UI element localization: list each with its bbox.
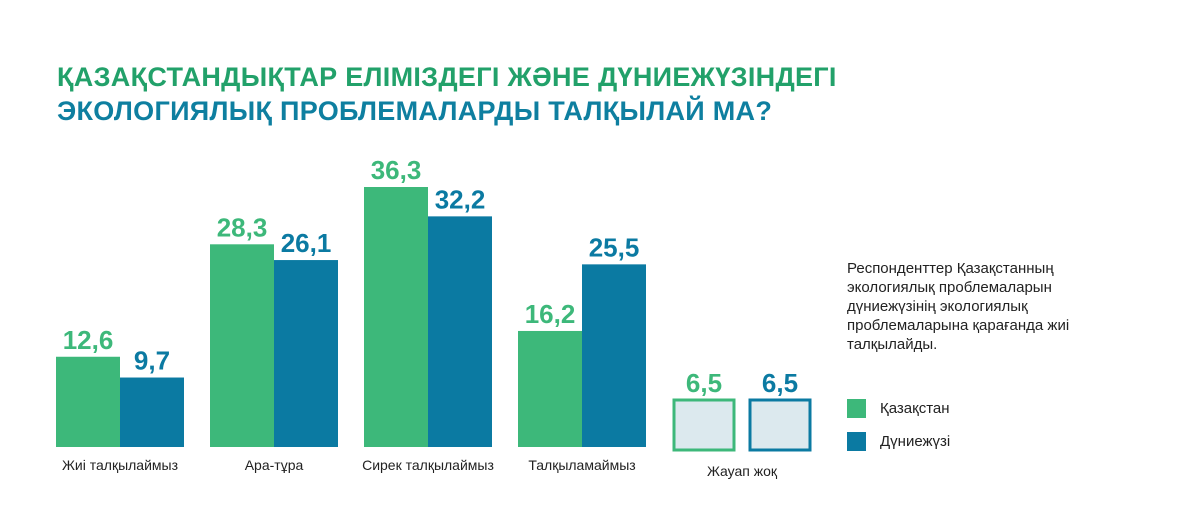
data-label-world-cat-2: 26,1 — [281, 228, 332, 258]
category-label-cat-5: Жауап жоқ — [707, 463, 778, 479]
chart-note: Респонденттер Қазақстанның экологиялық п… — [847, 260, 1070, 353]
bar-kazakhstan-cat-1 — [56, 356, 120, 447]
legend-item-world: Дүниежүзі — [847, 431, 950, 451]
data-label-world-cat-4: 25,5 — [589, 232, 640, 262]
legend-swatch-world — [847, 431, 866, 451]
legend-swatch-kazakhstan — [847, 398, 866, 418]
bar-kazakhstan-cat-2 — [210, 244, 274, 447]
legend-label-kazakhstan: Қазақстан — [880, 399, 950, 417]
data-label-world-cat-5: 6,5 — [762, 368, 798, 398]
bar-world-cat-1 — [120, 377, 184, 447]
bar-world-cat-5 — [748, 398, 812, 452]
data-label-world-cat-3: 32,2 — [435, 184, 486, 214]
chart-title-line-1: ҚАЗАҚСТАНДЫҚТАР ЕЛІМІЗДЕГІ ЖӘНЕ ДҮНИЕЖҮЗ… — [57, 62, 837, 92]
data-label-kazakhstan-cat-4: 16,2 — [525, 299, 576, 329]
bar-world-cat-3 — [428, 216, 492, 447]
data-label-world-cat-1: 9,7 — [134, 346, 170, 376]
category-label-cat-2: Ара-тұра — [245, 457, 304, 473]
bar-world-cat-2 — [274, 260, 338, 447]
bar-kazakhstan-cat-3 — [364, 187, 428, 447]
chart-title: ҚАЗАҚСТАНДЫҚТАР ЕЛІМІЗДЕГІ ЖӘНЕ ДҮНИЕЖҮЗ… — [57, 60, 837, 128]
chart-title-line-2: ЭКОЛОГИЯЛЫҚ ПРОБЛЕМАЛАРДЫ ТАЛҚЫЛАЙ МА? — [57, 96, 773, 126]
data-label-kazakhstan-cat-2: 28,3 — [217, 212, 268, 242]
legend: Қазақстан Дүниежүзі — [847, 398, 950, 464]
bar-kazakhstan-cat-5 — [672, 398, 736, 452]
data-label-kazakhstan-cat-5: 6,5 — [686, 368, 722, 398]
category-label-cat-4: Талқыламаймыз — [528, 457, 635, 473]
legend-label-world: Дүниежүзі — [880, 432, 951, 450]
category-label-cat-3: Сирек талқылаймыз — [362, 457, 494, 473]
category-label-cat-1: Жиі талқылаймыз — [62, 457, 178, 473]
data-label-kazakhstan-cat-3: 36,3 — [371, 155, 422, 185]
legend-item-kazakhstan: Қазақстан — [847, 398, 950, 418]
bar-kazakhstan-cat-4 — [518, 330, 582, 447]
bar-world-cat-4 — [582, 264, 646, 447]
data-label-kazakhstan-cat-1: 12,6 — [63, 325, 114, 355]
